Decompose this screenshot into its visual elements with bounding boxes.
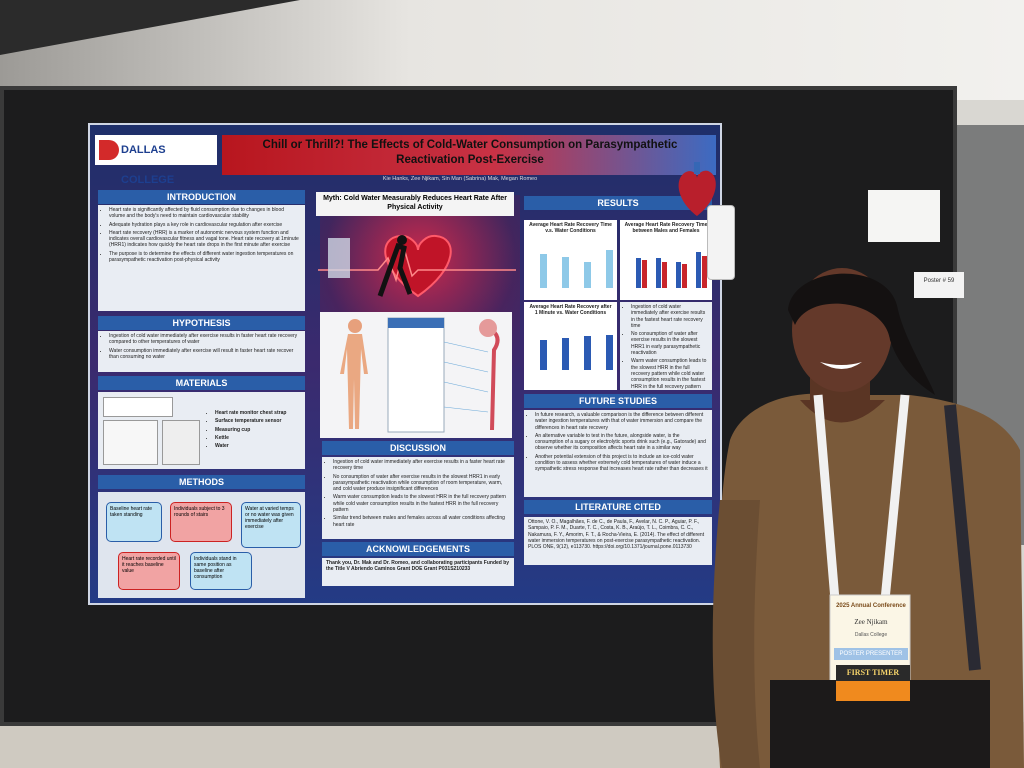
runner [377, 242, 413, 297]
bullet: Another potential extension of this proj… [535, 454, 708, 473]
method-step: Individuals subject to 3 rounds of stair… [170, 502, 232, 542]
hair [788, 273, 935, 395]
bar-group [540, 335, 613, 370]
bullet: Similar trend between males and females … [333, 515, 510, 528]
heart-icon [384, 234, 452, 298]
note-sheet [868, 190, 940, 242]
spinal-cord [490, 328, 500, 431]
chart-title: Average Heart Rate Recovery Time between… [624, 222, 708, 235]
badge-tab [836, 681, 910, 701]
materials-photo [103, 420, 158, 465]
lanyard [813, 394, 910, 601]
section-heading: FUTURE STUDIES [524, 394, 712, 408]
bullet: In future research, a valuable compariso… [535, 412, 708, 431]
bullet: Measuring cup [215, 427, 301, 433]
badge-ribbon: FIRST TIMER [836, 665, 910, 681]
bullet: Ingestion of cold water immediately afte… [109, 333, 301, 346]
section-body: Ingestion of cold water immediately afte… [322, 457, 514, 539]
section-body: In future research, a valuable compariso… [524, 410, 712, 497]
heart-illustration [678, 162, 716, 216]
section-heading: HYPOTHESIS [98, 316, 305, 330]
bullet: No consumption of water after exercise r… [333, 474, 510, 493]
body [340, 334, 368, 429]
section-heading: LITERATURE CITED [524, 500, 712, 514]
anatomy-diagram [340, 317, 500, 433]
bullet: Heart rate is significantly affected by … [109, 207, 301, 220]
bullet: Adequate hydration plays a key role in c… [109, 222, 301, 228]
brain [479, 319, 497, 337]
badge-school: Dallas College [854, 632, 888, 638]
chart-panel: Average Heart Rate Recovery after 1 Minu… [524, 302, 617, 390]
materials-photo [103, 397, 173, 417]
bullet-list: Ingestion of cold water immediately afte… [102, 333, 301, 360]
title: Chill or Thrill?! The Effects of Cold-Wa… [262, 139, 678, 166]
bullet-list: Ingestion of cold water immediately afte… [326, 459, 510, 528]
chart-panel: Average Heart Rate Recovery Time v.s. Wa… [524, 220, 617, 300]
chart-bars [540, 250, 707, 370]
myth: Myth: Cold Water Measurably Reduces Hear… [316, 192, 514, 216]
chart-title: Average Heart Rate Recovery after 1 Minu… [529, 304, 612, 317]
method-step: Heart rate recorded until it reaches bas… [118, 552, 180, 590]
badge-role: POSTER PRESENTER [834, 648, 908, 660]
bullet: The purpose is to determine the effects … [109, 251, 301, 264]
arm [712, 500, 760, 768]
bullet-list: Heart rate is significantly affected by … [102, 207, 301, 263]
nerve-lines [443, 341, 489, 413]
nervous-system-legend [387, 317, 445, 433]
bag-strap [944, 404, 981, 671]
section-body: Ottone, V. O., Magalhães, F. de C., de P… [524, 517, 712, 565]
bullet: Warm water consumption leads to the slow… [333, 494, 510, 513]
bullet: No consumption of water after exercise r… [631, 331, 708, 356]
sweater [717, 393, 1024, 768]
bullet: Surface temperature sensor [215, 418, 301, 424]
method-step: Individuals stand in same position as ba… [190, 552, 252, 590]
poster-number: Poster # 59 [914, 272, 964, 298]
bullet: Kettle [215, 435, 301, 441]
section-heading: DISCUSSION [322, 441, 514, 455]
bullet: An alternative variable to test in the f… [535, 433, 708, 452]
bullet: Ingestion of cold water immediately afte… [631, 304, 708, 329]
myth-illustration [318, 234, 516, 298]
runner-head [397, 235, 407, 245]
bar-group [636, 252, 707, 288]
bullet: Water [215, 443, 301, 449]
badge-name: Zee Njikam [854, 618, 888, 626]
logo-mark [99, 140, 119, 160]
section-heading: METHODS [98, 475, 305, 489]
section-heading: ACKNOWLEDGEMENTS [322, 542, 514, 556]
section-body: Heart rate is significantly affected by … [98, 205, 305, 311]
body-head [348, 319, 362, 333]
materials-photo [162, 420, 200, 465]
bullet: Heart rate recovery (HRR) is a marker of… [109, 230, 301, 249]
method-step: Water at varied temps or no water was gi… [241, 502, 301, 548]
bullet: Heart rate monitor chest strap [215, 410, 301, 416]
method-step: Baseline heart rate taken standing [106, 502, 162, 542]
award-ribbon [707, 205, 735, 280]
bullet-list: In future research, a valuable compariso… [528, 412, 708, 473]
chart-title: Average Heart Rate Recovery Time v.s. Wa… [529, 222, 612, 235]
badge-event: 2025 Annual Conference [836, 603, 906, 609]
section-body: Thank you, Dr. Mak and Dr. Romeo, and co… [322, 558, 514, 586]
bullet: Water consumption immediately after exer… [109, 348, 301, 361]
bullet-list: Heart rate monitor chest strap Surface te… [208, 410, 301, 449]
bar-group [540, 250, 613, 288]
authors: Kie Hanks, Zee Njikam, Sin Man (Sabrina)… [382, 176, 538, 182]
section-heading: INTRODUCTION [98, 190, 305, 204]
section-body: Ingestion of cold water immediately afte… [620, 302, 712, 390]
section-body: Ingestion of cold water immediately afte… [98, 331, 305, 372]
water-glass [328, 238, 350, 278]
bullet-list: Ingestion of cold water immediately afte… [624, 304, 708, 390]
smile [820, 362, 862, 369]
section-heading: MATERIALS [98, 376, 305, 390]
title-banner [222, 135, 716, 175]
section-heading: RESULTS [524, 196, 712, 210]
bullet: Warm water consumption leads to the slow… [631, 358, 708, 389]
bullet: Ingestion of cold water immediately afte… [333, 459, 510, 472]
legend-header [388, 318, 444, 328]
